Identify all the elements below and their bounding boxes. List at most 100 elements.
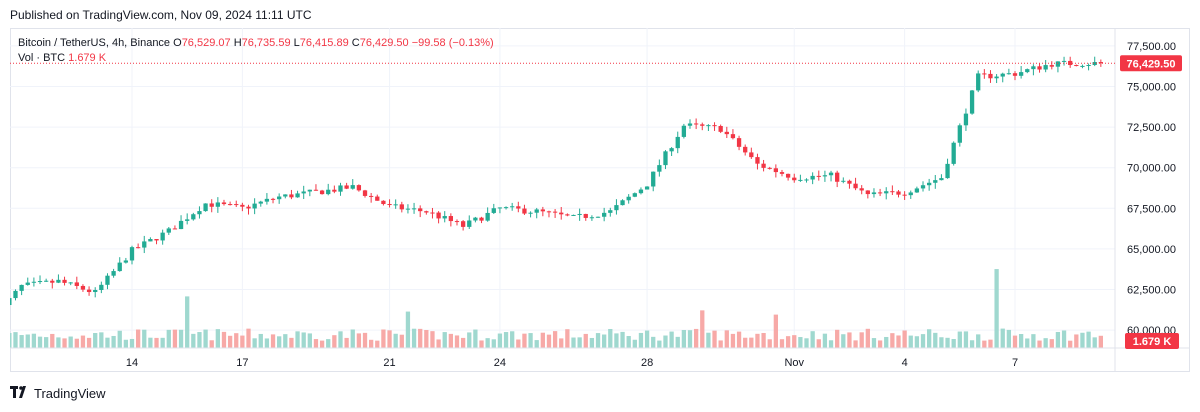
candle (479, 217, 484, 221)
volume-bar (988, 339, 993, 348)
candle (246, 206, 251, 209)
volume-bar (577, 337, 582, 348)
candle (240, 204, 245, 207)
volume-bar (295, 331, 300, 348)
candle (326, 189, 331, 195)
candle (534, 209, 539, 213)
candle (902, 194, 907, 196)
volume-bar (510, 331, 515, 348)
candle (307, 189, 312, 192)
candle (700, 124, 705, 126)
candle (608, 210, 613, 213)
candle (1086, 64, 1091, 66)
volume-bar (301, 332, 306, 348)
candle (644, 186, 650, 190)
volume-bar (908, 335, 913, 348)
volume-bar (123, 339, 129, 348)
volume-bar (632, 339, 637, 348)
candle (841, 180, 846, 182)
volume-bar (1086, 331, 1091, 348)
volume-bar (785, 336, 791, 348)
volume-bar (111, 335, 116, 348)
low-value: 76,415.89 (299, 37, 349, 49)
candle (706, 125, 711, 127)
candle (1049, 65, 1054, 67)
volume-bar (969, 340, 975, 348)
volume-bar (1061, 330, 1067, 348)
volume-bar (503, 332, 509, 348)
volume-bar (313, 339, 319, 348)
candle (528, 212, 533, 214)
volume-bar (1000, 328, 1005, 348)
volume-bar (86, 337, 92, 348)
volume-bar (884, 336, 889, 348)
candle (988, 73, 993, 79)
price-chart[interactable]: 60,000.0062,500.0065,000.0067,500.0070,0… (10, 28, 1190, 372)
candle (332, 189, 337, 192)
volume-bar (693, 328, 699, 348)
candle (86, 289, 92, 293)
candle (454, 221, 460, 223)
candle (234, 204, 239, 206)
candle (270, 198, 276, 200)
volume-bar (865, 328, 870, 348)
tradingview-brand[interactable]: TradingView (10, 386, 106, 401)
candle (129, 247, 135, 261)
volume-bar (822, 333, 828, 348)
candle (258, 201, 263, 204)
volume-bar (736, 331, 742, 348)
volume-bar (454, 335, 460, 348)
volume-bar (356, 333, 362, 348)
volume-bar (362, 332, 368, 348)
volume-bar (1068, 340, 1073, 348)
candle (865, 190, 870, 195)
candle (933, 180, 938, 183)
candle (693, 123, 699, 125)
volume-bar (546, 334, 552, 348)
candle (25, 282, 30, 285)
candle (10, 298, 12, 306)
volume-bar (264, 338, 270, 348)
volume-bar (663, 335, 668, 348)
volume-bar (393, 333, 398, 348)
volume-bar (399, 334, 404, 348)
volume-value: 1.679 K (68, 52, 107, 64)
volume-bar (779, 339, 785, 348)
candle (828, 172, 834, 176)
candle (681, 125, 687, 137)
candle (969, 90, 975, 114)
volume-bar (135, 329, 141, 348)
candle (203, 203, 208, 212)
candle (583, 213, 588, 218)
candle (871, 192, 877, 195)
last-volume-badge (1125, 333, 1179, 349)
volume-bar (755, 333, 760, 348)
symbol-label[interactable]: Bitcoin / TetherUS, 4h, Binance (18, 37, 171, 49)
candle (467, 220, 472, 227)
candle (405, 208, 411, 210)
candle (712, 125, 717, 127)
candle (252, 203, 257, 209)
candle (626, 196, 631, 201)
volume-bar (387, 330, 392, 348)
volume-bar (99, 332, 104, 348)
candle (473, 217, 478, 221)
volume-bar (571, 337, 576, 348)
volume-bar (270, 334, 276, 348)
volume-bar (142, 329, 147, 348)
candle (411, 208, 417, 210)
volume-bar (430, 331, 435, 348)
volume-bar (191, 333, 196, 348)
volume-bar (44, 337, 49, 348)
volume-bar (816, 339, 821, 348)
volume-bar (160, 337, 165, 348)
volume-bar (1043, 338, 1048, 348)
candle (522, 208, 527, 214)
volume-bar (1074, 334, 1079, 348)
volume-bar (62, 338, 67, 348)
volume-label[interactable]: Vol · BTC (18, 52, 66, 64)
candle (350, 185, 355, 189)
candle (215, 202, 220, 207)
volume-bar (1098, 335, 1103, 348)
open-value: 76,529.07 (181, 37, 231, 49)
